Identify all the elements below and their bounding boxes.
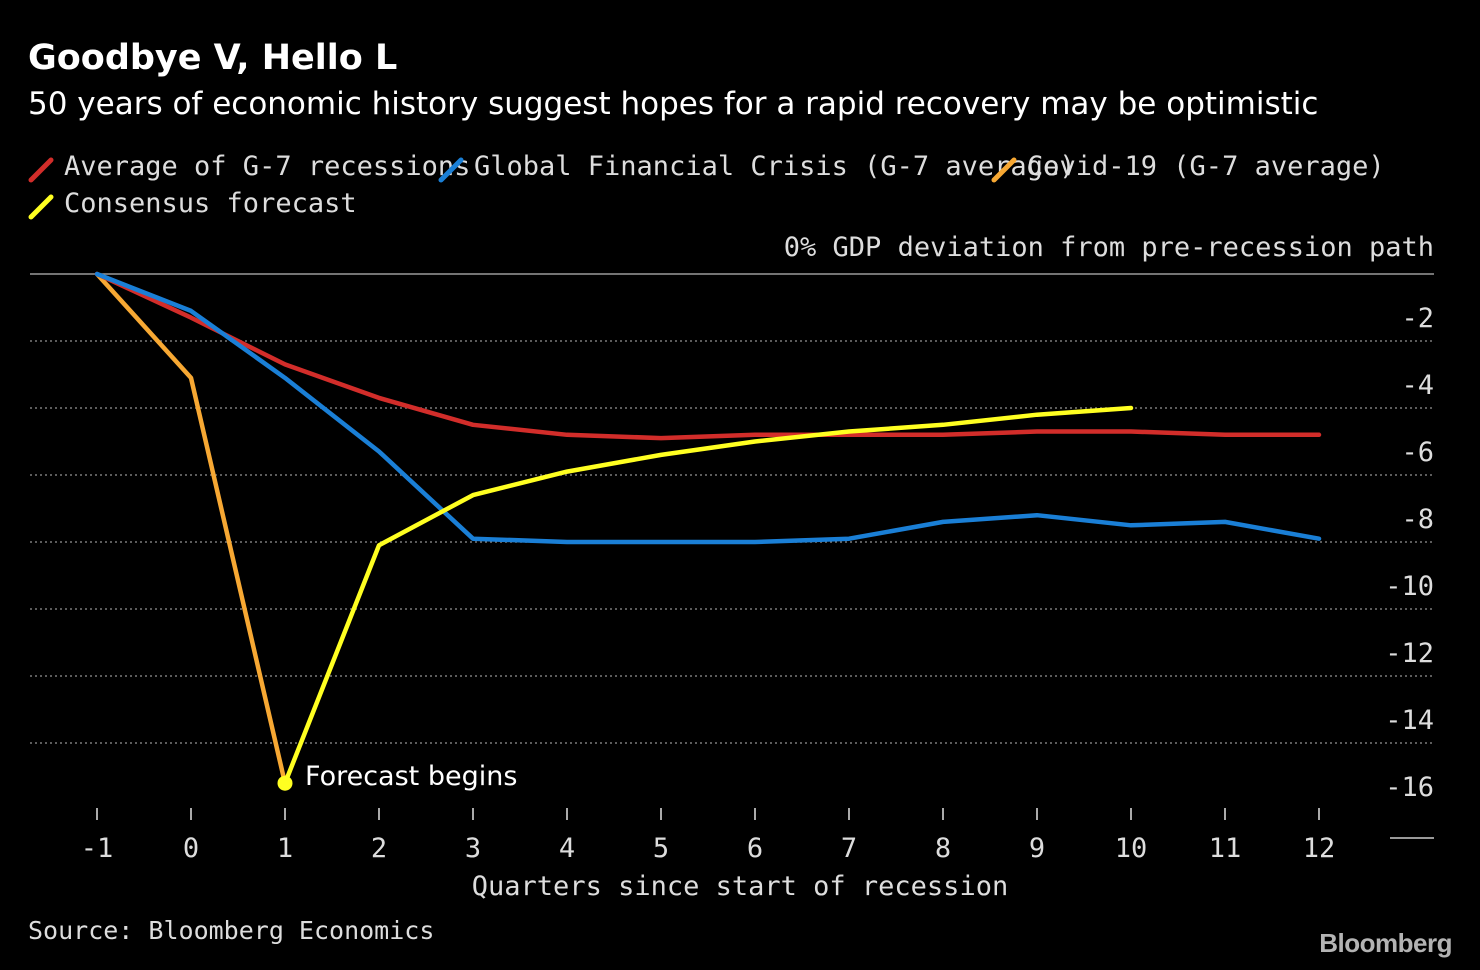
series-covid-line (94, 271, 288, 786)
annotation-forecast-begins: Forecast begins (305, 761, 517, 792)
x-tick-label: 5 (653, 833, 669, 864)
x-tick-label: 10 (1115, 833, 1148, 864)
legend-swatch-g7-average (28, 157, 54, 183)
y-tick-label: -8 (1401, 504, 1434, 535)
bloomberg-logo: Bloomberg (1319, 928, 1452, 958)
y-axis-label: 0% GDP deviation from pre-recession path (784, 232, 1434, 263)
x-tick-label: -1 (81, 833, 114, 864)
chart-subtitle: 50 years of economic history suggest hop… (28, 86, 1319, 122)
y-tick-label: -6 (1401, 437, 1434, 468)
legend-label-gfc: Global Financial Crisis (G-7 average) (474, 151, 1076, 182)
series-gfc-line (94, 271, 1322, 545)
forecast-begins-marker (277, 775, 293, 791)
x-tick-label: 6 (747, 833, 763, 864)
y-tick-labels: -2 -4 -6 -8 -10 -12 -14 -16 (1385, 303, 1434, 803)
x-tick-label: 2 (371, 833, 387, 864)
y-tick-label: -4 (1401, 370, 1434, 401)
x-tick-label: 1 (277, 833, 293, 864)
legend-label-g7-average: Average of G-7 recessions (64, 151, 471, 182)
y-tick-label: -10 (1385, 571, 1434, 602)
legend-swatch-covid (991, 157, 1017, 183)
chart-title: Goodbye V, Hello L (28, 38, 398, 78)
legend-swatch-consensus (28, 194, 54, 220)
x-tick-label: 8 (935, 833, 951, 864)
source-note: Source: Bloomberg Economics (28, 916, 435, 945)
legend-label-consensus: Consensus forecast (64, 188, 357, 219)
x-axis-label: Quarters since start of recession (472, 871, 1008, 902)
x-tick-label: 11 (1209, 833, 1242, 864)
series-g7-average-line (94, 271, 1322, 441)
legend-swatch-gfc (438, 157, 464, 183)
x-tick-labels: -1 0 1 2 3 4 5 6 7 8 9 10 11 12 (81, 808, 1336, 864)
y-tick-label: -12 (1385, 638, 1434, 669)
series-consensus-line (282, 405, 1134, 786)
legend-label-covid: Covid-19 (G-7 average) (1027, 151, 1385, 182)
y-tick-label: -2 (1401, 303, 1434, 334)
x-tick-label: 0 (183, 833, 199, 864)
y-tick-label: -16 (1385, 772, 1434, 803)
x-tick-label: 9 (1029, 833, 1045, 864)
gridlines (30, 273, 1434, 839)
x-tick-label: 7 (841, 833, 857, 864)
x-tick-label: 12 (1303, 833, 1336, 864)
x-tick-label: 4 (559, 833, 575, 864)
series-lines (94, 271, 1322, 786)
annotation: Forecast begins (277, 761, 517, 792)
y-tick-label: -14 (1385, 705, 1434, 736)
x-tick-label: 3 (465, 833, 481, 864)
